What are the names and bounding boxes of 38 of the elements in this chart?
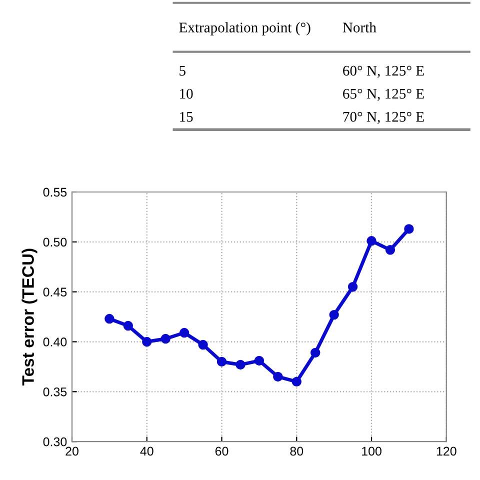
point [198,340,208,350]
y-tick-label: 0.45 [43,288,67,296]
point [254,356,264,366]
point [310,348,320,358]
x-tick-label: 100 [362,446,382,456]
y-tick-label: 0.40 [43,338,67,346]
point [329,310,339,320]
text: North [342,22,376,32]
point [123,320,134,331]
text: 60° N, 125° E [343,66,424,78]
x-tick-label: 40 [140,446,154,456]
text: 10 [180,88,193,99]
y-tick-label: 0.35 [43,387,67,396]
x-tick-label: 20 [66,446,78,456]
y-axis-title: Test error (TECU) [22,248,38,386]
point [160,334,170,344]
point [404,224,414,234]
point [179,328,190,338]
x-tick-label: 60 [215,446,228,456]
y-tick-label: 0.30 [43,437,67,446]
point [348,282,358,292]
point [273,372,283,382]
point [236,360,246,370]
x-tick-label: 120 [436,446,456,456]
y-tick-label: 0.55 [43,188,67,197]
x-tick-label: 80 [290,446,304,456]
text: 5 [180,66,186,76]
point [385,245,396,255]
text: Extrapolation point (°) [179,22,310,36]
text: 15 [180,112,193,122]
point [104,314,114,324]
point [142,336,152,347]
point [366,236,376,246]
point [292,376,302,387]
y-tick-label: 0.50 [43,238,67,247]
point [216,356,227,367]
text: 65° N, 125° E [343,88,424,101]
text: 70° N, 125° E [343,112,424,124]
